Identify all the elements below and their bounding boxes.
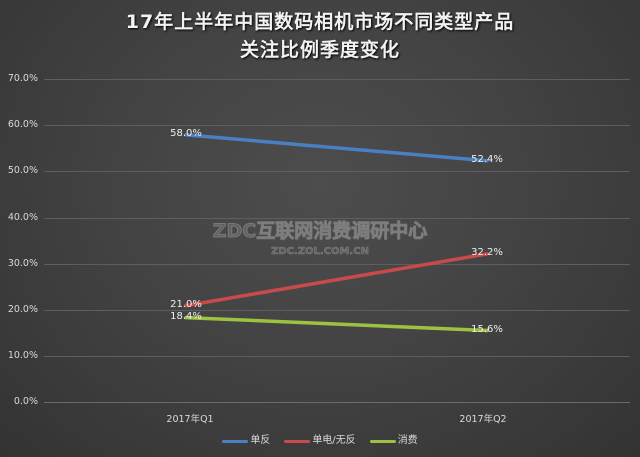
legend-swatch-compact <box>369 439 396 443</box>
series-line-0 <box>184 133 489 163</box>
y-tick-30: 30.0% <box>7 258 38 269</box>
legend-item-compact: 消费 <box>369 434 418 448</box>
data-label: 32.2% <box>471 246 503 258</box>
y-tick-70: 70.0% <box>7 73 38 84</box>
y-tick-50: 50.0% <box>7 165 38 176</box>
chart-title: 17年上半年中国数码相机市场不同类型产品 关注比例季度变化 <box>0 8 640 64</box>
series-lines <box>184 133 489 333</box>
legend-swatch-dslr <box>222 439 249 443</box>
watermark: ZDC互联网消费调研中心 <box>212 220 428 243</box>
data-label: 21.0% <box>170 298 202 310</box>
x-tick-q2: 2017年Q2 <box>459 414 507 425</box>
legend-swatch-mirrorless <box>284 439 311 443</box>
y-tick-60: 60.0% <box>7 119 38 130</box>
x-tick-q1: 2017年Q1 <box>166 414 214 425</box>
watermark-url: ZDC.ZOL.COM.CN <box>271 246 369 258</box>
y-tick-10: 10.0% <box>7 350 38 361</box>
y-tick-40: 40.0% <box>7 212 38 223</box>
legend-item-dslr: 单反 <box>222 434 270 448</box>
legend-label-compact: 消费 <box>397 435 418 446</box>
chart-title-line2: 关注比例季度变化 <box>239 39 400 61</box>
series-line-2 <box>184 315 489 333</box>
legend: 单反 单电/无反 消费 <box>0 434 640 448</box>
gridlines <box>44 79 630 403</box>
data-label: 15.6% <box>471 323 503 335</box>
legend-label-mirrorless: 单电/无反 <box>312 435 356 446</box>
data-label: 52.4% <box>471 153 503 165</box>
y-tick-20: 20.0% <box>7 304 38 315</box>
legend-label-dslr: 单反 <box>250 435 271 446</box>
data-label: 18.4% <box>170 310 202 322</box>
data-label: 58.0% <box>170 127 202 139</box>
chart-title-line1: 17年上半年中国数码相机市场不同类型产品 <box>125 11 515 33</box>
y-tick-0: 0.0% <box>13 396 38 407</box>
legend-item-mirrorless: 单电/无反 <box>284 434 356 448</box>
series-line-1 <box>184 252 489 308</box>
